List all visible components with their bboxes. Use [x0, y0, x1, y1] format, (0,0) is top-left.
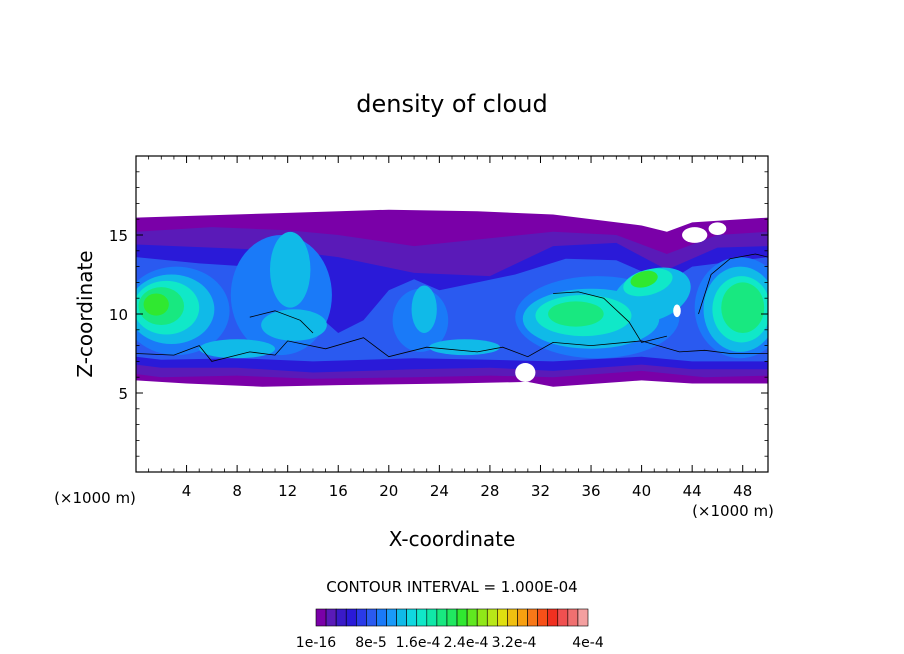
x-tick-label: 32: [531, 482, 550, 500]
colorbar-swatch: [426, 608, 438, 627]
colorbar-swatch: [345, 608, 357, 627]
y-tick-label: 15: [109, 227, 128, 245]
clear-gap-4: [673, 304, 681, 318]
colorbar-swatch: [567, 608, 579, 627]
contour-line-left: [249, 310, 314, 334]
colorbar-swatch: [497, 608, 508, 627]
colorbar-swatch: [436, 608, 448, 627]
colorbar-swatch: [406, 608, 418, 627]
cloud-base-center: [429, 339, 501, 356]
plot-frame: [135, 155, 769, 473]
colorbar-swatch: [446, 608, 458, 627]
colorbar-label: 1.6e-4: [396, 635, 441, 651]
x-tick-label: 4: [182, 482, 192, 500]
colorbar-swatch: [547, 608, 559, 627]
y-tick-label: 5: [118, 385, 128, 403]
clear-gap-2: [708, 222, 727, 235]
colorbar-swatch: [517, 608, 528, 627]
colorbar-swatch: [366, 608, 377, 627]
colorbar-swatch: [376, 608, 387, 627]
colorbar-swatch: [527, 608, 538, 627]
x-tick-label: 12: [278, 482, 297, 500]
colorbar-label: 4e-4: [572, 635, 604, 651]
x-tick-label: 44: [683, 482, 702, 500]
x-tick-label: 20: [379, 482, 398, 500]
cloud-core-center-right-green: [548, 301, 604, 327]
colorbar: [315, 608, 589, 627]
colorbar-label: 2.4e-4: [444, 635, 489, 651]
x-tick-label: 16: [329, 482, 348, 500]
clear-gap-1: [682, 227, 708, 243]
colorbar-labels: 1e-16 8e-5 1.6e-4 2.4e-4 3.2e-4 4e-4: [296, 635, 604, 651]
colorbar-swatch: [577, 608, 589, 627]
x-tick-label: 36: [581, 482, 600, 500]
chart-title: density of cloud: [356, 90, 547, 118]
colorbar-swatch: [537, 608, 549, 627]
x-tick-label: 40: [632, 482, 651, 500]
x-tick-label: 24: [430, 482, 449, 500]
colorbar-swatch: [416, 608, 428, 627]
x-tick-label: 8: [232, 482, 242, 500]
colorbar-label: 8e-5: [355, 635, 386, 651]
colorbar-swatch: [476, 608, 488, 627]
contour-line-lower: [136, 337, 768, 362]
cloud-density-field: [136, 209, 768, 387]
colorbar-swatch: [325, 608, 337, 627]
colorbar-swatch: [507, 608, 518, 627]
colorbar-swatch: [557, 608, 569, 627]
x-unit-right: (×1000 m): [692, 502, 774, 520]
y-tick-label: 10: [109, 306, 128, 324]
y-axis-label: Z-coordinate: [73, 250, 97, 377]
contour-interval-text: CONTOUR INTERVAL = 1.000E-04: [326, 578, 577, 596]
cloud-anvil-peak: [630, 270, 658, 288]
colorbar-swatch: [386, 608, 397, 627]
clear-gap-3: [515, 362, 536, 382]
cloud-core-left-peak: [143, 293, 169, 316]
contour-line-center-right: [553, 291, 667, 343]
colorbar-label: 3.2e-4: [492, 635, 537, 651]
x-tick-label: 28: [480, 482, 499, 500]
colorbar-swatch: [486, 608, 498, 627]
cloud-base-left: [199, 339, 276, 359]
colorbar-swatch: [315, 608, 327, 627]
colorbar-swatch: [335, 608, 347, 627]
colorbar-swatch: [466, 608, 478, 627]
x-unit-left: (×1000 m): [54, 489, 136, 507]
colorbar-label: 1e-16: [296, 635, 336, 651]
cloud-core-right-green: [721, 282, 765, 333]
colorbar-swatch: [396, 608, 407, 627]
x-tick-label: 48: [733, 482, 752, 500]
contour-line-right: [698, 253, 768, 315]
cloud-plume-center: [411, 285, 437, 333]
colorbar-swatch: [355, 608, 367, 627]
x-axis-label: X-coordinate: [389, 527, 516, 551]
colorbar-swatch: [456, 608, 468, 627]
cloud-plume-left: [269, 231, 311, 308]
cloud-patch-left-low: [261, 309, 327, 341]
